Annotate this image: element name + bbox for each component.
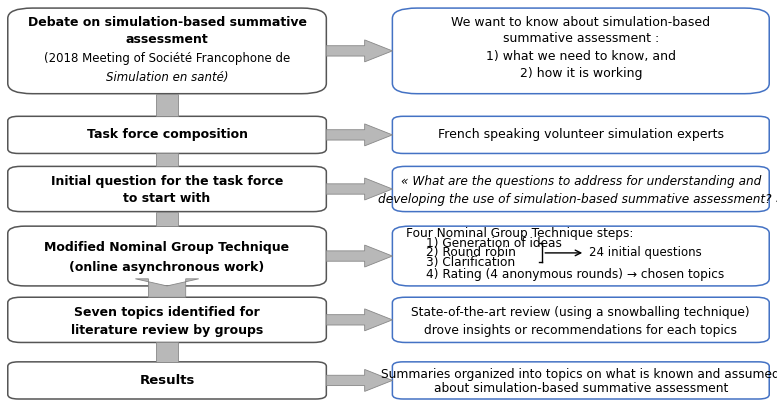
Polygon shape [326, 309, 392, 331]
Bar [156, 153, 178, 166]
Bar [156, 342, 178, 362]
FancyBboxPatch shape [8, 226, 326, 286]
Polygon shape [326, 124, 392, 146]
Polygon shape [326, 370, 392, 391]
Text: 24 initial questions: 24 initial questions [589, 247, 702, 260]
Text: assessment: assessment [126, 33, 208, 46]
Text: French speaking volunteer simulation experts: French speaking volunteer simulation exp… [437, 129, 724, 142]
Text: summative assessment :: summative assessment : [503, 32, 659, 45]
Polygon shape [326, 40, 392, 62]
Text: « What are the questions to address for understanding and: « What are the questions to address for … [401, 175, 761, 188]
Text: Modified Nominal Group Technique: Modified Nominal Group Technique [44, 241, 290, 254]
FancyBboxPatch shape [8, 8, 326, 94]
Polygon shape [326, 245, 392, 267]
Text: (online asynchronous work): (online asynchronous work) [69, 262, 265, 275]
Text: Summaries organized into topics on what is known and assumed: Summaries organized into topics on what … [382, 368, 777, 381]
Text: Seven topics identified for: Seven topics identified for [74, 306, 260, 319]
Text: drove insights or recommendations for each topics: drove insights or recommendations for ea… [424, 324, 737, 337]
Text: about simulation-based summative assessment: about simulation-based summative assessm… [434, 383, 728, 396]
Text: literature review by groups: literature review by groups [71, 324, 263, 337]
Text: 3) Clarification: 3) Clarification [426, 256, 515, 269]
FancyBboxPatch shape [8, 166, 326, 212]
Text: developing the use of simulation-based summative assessment? »: developing the use of simulation-based s… [378, 193, 777, 206]
Bar [156, 94, 178, 116]
FancyBboxPatch shape [392, 166, 769, 212]
Text: Initial question for the task force: Initial question for the task force [51, 175, 284, 188]
Bar [156, 212, 178, 226]
FancyBboxPatch shape [8, 116, 326, 153]
Text: 1) Generation of ideas: 1) Generation of ideas [426, 237, 562, 250]
Text: (2018 Meeting of Société Francophone de: (2018 Meeting of Société Francophone de [44, 52, 290, 65]
Text: Simulation en santé): Simulation en santé) [106, 71, 228, 84]
Text: Four Nominal Group Technique steps:: Four Nominal Group Technique steps: [406, 227, 634, 240]
Text: 2) Round robin: 2) Round robin [426, 246, 516, 259]
Polygon shape [135, 279, 199, 297]
FancyBboxPatch shape [392, 297, 769, 342]
FancyBboxPatch shape [392, 116, 769, 153]
Text: 2) how it is working: 2) how it is working [520, 67, 642, 80]
Text: Debate on simulation-based summative: Debate on simulation-based summative [27, 16, 307, 29]
Text: We want to know about simulation-based: We want to know about simulation-based [451, 16, 710, 29]
FancyBboxPatch shape [8, 362, 326, 399]
Text: State-of-the-art review (using a snowballing technique): State-of-the-art review (using a snowbal… [412, 306, 750, 319]
FancyBboxPatch shape [392, 362, 769, 399]
FancyBboxPatch shape [392, 8, 769, 94]
Text: 4) Rating (4 anonymous rounds) → chosen topics: 4) Rating (4 anonymous rounds) → chosen … [426, 268, 724, 281]
Text: Results: Results [139, 374, 195, 387]
Text: to start with: to start with [124, 192, 211, 205]
FancyBboxPatch shape [8, 297, 326, 342]
Text: 1) what we need to know, and: 1) what we need to know, and [486, 50, 676, 63]
FancyBboxPatch shape [392, 226, 769, 286]
Text: Task force composition: Task force composition [86, 129, 248, 142]
Polygon shape [326, 178, 392, 200]
